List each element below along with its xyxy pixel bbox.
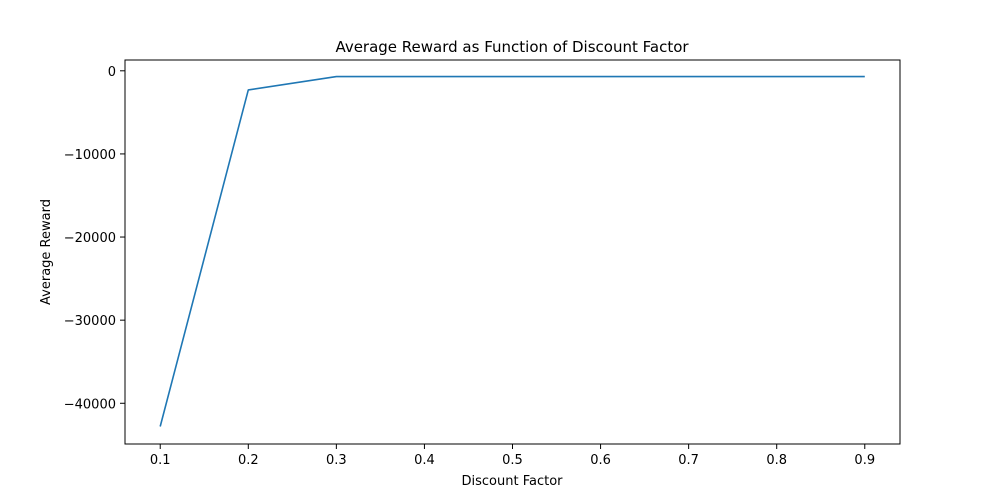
y-tick-label: −10000 [64, 148, 116, 163]
series-line [159, 75, 865, 427]
y-axis-label: Average Reward [39, 199, 54, 305]
y-tick-label: 0 [108, 65, 116, 80]
x-axis-label: Discount Factor [462, 474, 564, 489]
plot-area-frame [124, 59, 901, 445]
x-tick-label: 0.9 [854, 453, 875, 468]
x-tick-label: 0.7 [678, 453, 699, 468]
chart-title: Average Reward as Function of Discount F… [335, 38, 689, 56]
x-tick-label: 0.6 [590, 453, 611, 468]
y-tick-label: −20000 [64, 231, 116, 246]
x-tick-label: 0.2 [238, 453, 259, 468]
x-tick-label: 0.5 [502, 453, 523, 468]
x-tick-label: 0.3 [326, 453, 347, 468]
y-tick-label: −30000 [64, 314, 116, 329]
y-tick-label: −40000 [64, 397, 116, 412]
x-tick-label: 0.4 [414, 453, 435, 468]
x-tick-label: 0.1 [150, 453, 171, 468]
x-tick-label: 0.8 [766, 453, 787, 468]
